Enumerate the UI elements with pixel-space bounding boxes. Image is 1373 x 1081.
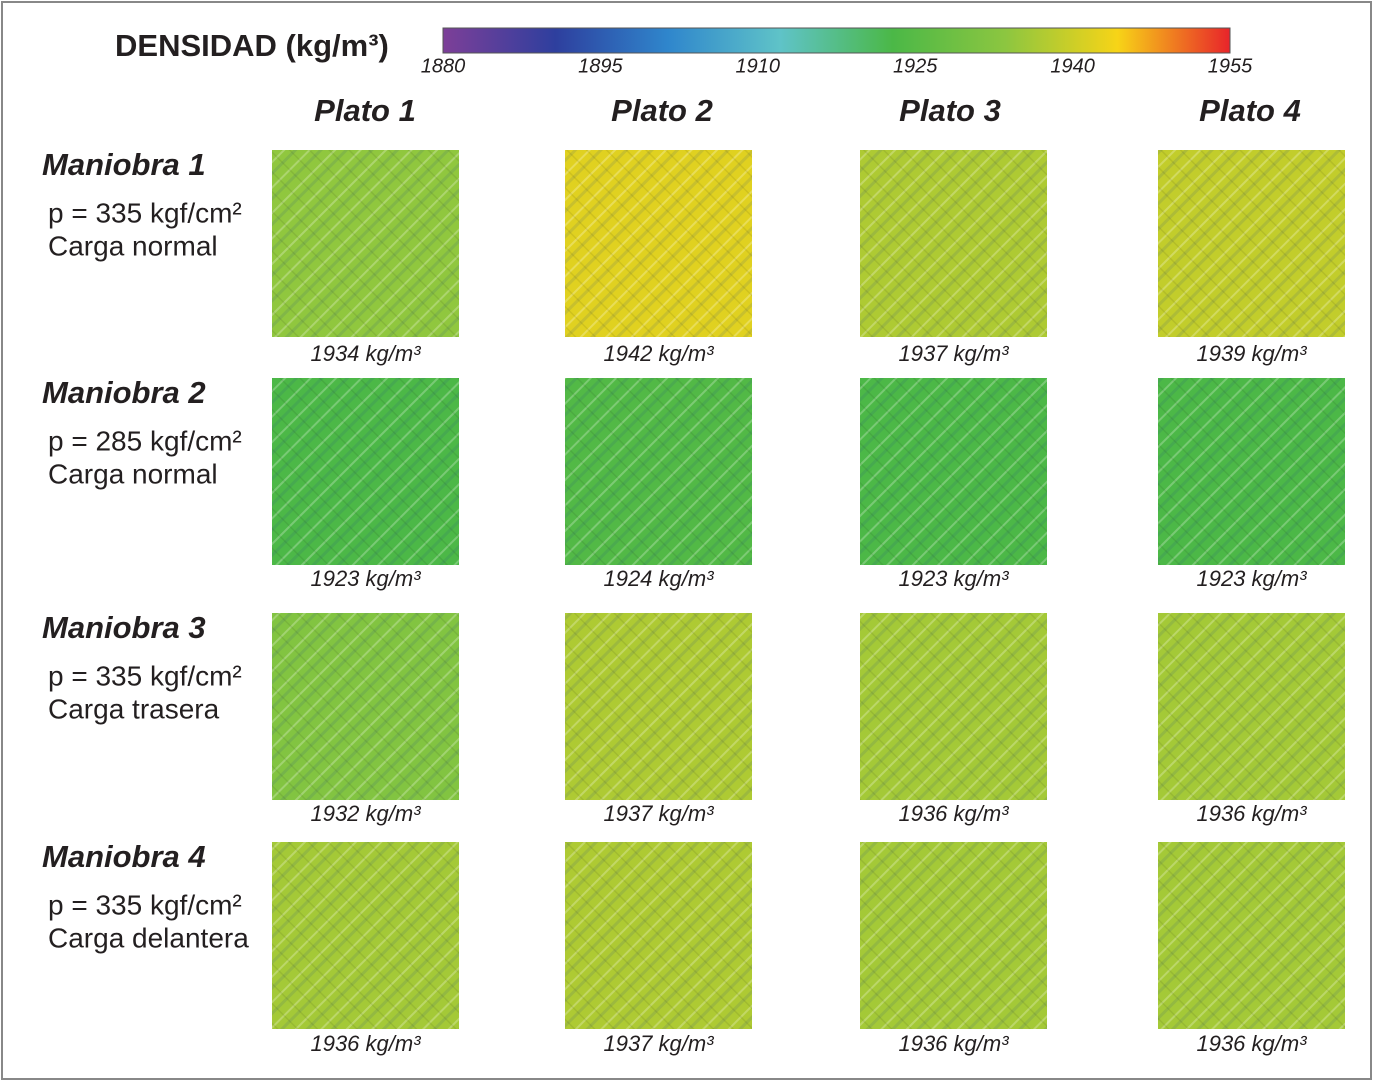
density-label: 1936 kg/m³ [310,1031,421,1056]
colorbar-tick-label: 1925 [893,55,938,77]
column-header: Plato 4 [1199,93,1301,128]
colorbar [443,28,1230,53]
density-label: 1923 kg/m³ [898,566,1009,591]
column-header: Plato 1 [314,93,416,128]
density-label: 1937 kg/m³ [603,801,714,826]
row-pressure: p = 335 kgf/cm² [48,197,242,228]
density-label: 1923 kg/m³ [1196,566,1307,591]
texture [565,378,752,565]
density-label: 1936 kg/m³ [898,1031,1009,1056]
density-label: 1939 kg/m³ [1196,341,1307,366]
texture [1158,613,1345,800]
colorbar-tick-label: 1895 [578,55,623,77]
texture [565,150,752,337]
density-label: 1936 kg/m³ [1196,1031,1307,1056]
row-load: Carga normal [48,230,218,261]
texture [1158,842,1345,1029]
row-load: Carga delantera [48,922,249,953]
texture [272,842,459,1029]
column-header: Plato 3 [899,93,1001,128]
texture [565,613,752,800]
density-label: 1936 kg/m³ [898,801,1009,826]
density-label: 1937 kg/m³ [898,341,1009,366]
row-name: Maniobra 1 [42,147,206,182]
texture [272,613,459,800]
density-label: 1932 kg/m³ [310,801,421,826]
figure: DENSIDAD (kg/m³) 1880 1895 1910 1925 1940 195… [0,0,1373,1081]
texture [1158,378,1345,565]
row-pressure: p = 285 kgf/cm² [48,425,242,456]
row-name: Maniobra 2 [42,375,206,410]
row-load: Carga normal [48,458,218,489]
density-label: 1924 kg/m³ [603,566,714,591]
row-pressure: p = 335 kgf/cm² [48,660,242,691]
texture [272,150,459,337]
texture [565,842,752,1029]
texture [1158,150,1345,337]
texture [272,378,459,565]
texture [860,378,1047,565]
density-label: 1923 kg/m³ [310,566,421,591]
colorbar-tick-label: 1880 [421,55,466,77]
density-label: 1937 kg/m³ [603,1031,714,1056]
texture [860,842,1047,1029]
row-pressure: p = 335 kgf/cm² [48,889,242,920]
column-header: Plato 2 [611,93,713,128]
colorbar-title: DENSIDAD (kg/m³) [115,28,389,63]
density-label: 1942 kg/m³ [603,341,714,366]
row-name: Maniobra 3 [42,610,206,645]
texture [860,613,1047,800]
texture [860,150,1047,337]
row-name: Maniobra 4 [42,839,206,874]
density-label: 1934 kg/m³ [310,341,421,366]
density-label: 1936 kg/m³ [1196,801,1307,826]
colorbar-tick-label: 1955 [1208,55,1253,77]
row-load: Carga trasera [48,693,220,724]
colorbar-tick-label: 1910 [736,55,781,77]
colorbar-tick-label: 1940 [1050,55,1095,77]
